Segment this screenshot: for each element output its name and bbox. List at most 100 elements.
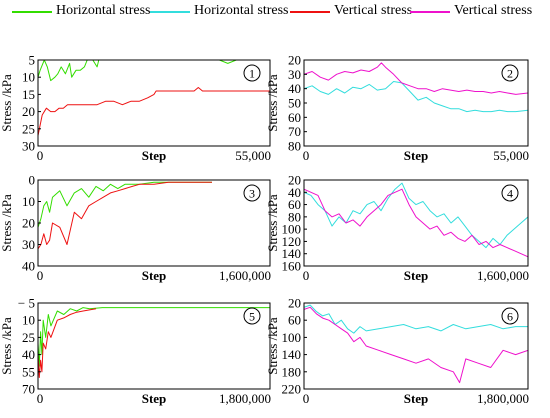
y-tick-label-5-4: 40 [22,347,35,362]
x-tick-label-4-1: 0 [303,268,310,283]
series-line-3-1 [38,181,212,228]
y-tick-label-2-2: 30 [288,67,301,82]
y-tick-label-5-2: 10 [22,313,35,328]
legend-label-red: Vertical stress [334,3,413,18]
x-axis-label-6: Step [404,391,429,406]
y-tick-label-5-6: 70 [22,382,35,397]
series-group-2 [304,62,528,113]
panel-number-circle-1 [243,64,261,82]
legend-swatch-green [12,11,52,13]
plot-frame-2 [303,59,529,147]
plot-frame-6 [303,302,529,390]
series-line-1-1 [38,60,246,82]
y-axis-label-5: Stress /kPa [0,317,14,375]
panel-number-circle-4 [501,184,519,202]
panel-number-circle-6 [501,307,519,325]
y-tick-label-4-5: 100 [282,222,302,237]
x-axis-label-4: Step [404,268,429,283]
panel-number-1: 1 [249,67,255,81]
x-tick-label-5-1: 0 [37,391,44,406]
legend-swatch-magenta [410,11,450,13]
series-line-1-2 [38,87,270,136]
series-group-1 [38,60,270,136]
y-tick-label-6-1: 20 [288,296,301,311]
panel-number-2: 2 [507,67,513,81]
y-tick-label-1-2: 10 [22,70,35,85]
series-line-5-1 [38,307,270,367]
y-tick-label-2-7: 80 [288,139,301,154]
y-tick-label-1-3: 15 [22,87,35,102]
y-axis-label-6: Stress /kPa [265,317,280,375]
y-axis-label-1: Stress /kPa [0,74,14,132]
y-tick-label-4-6: 120 [282,234,302,249]
series-line-3-2 [38,181,212,250]
legend-label-magenta: Vertical stress [454,3,533,18]
panel-number-3: 3 [249,187,255,201]
y-tick-label-4-4: 80 [288,209,301,224]
plot-frame-5 [37,302,271,390]
y-tick-label-2-4: 50 [288,96,301,111]
chart-panel-5: − 5 10 25 40 55 700 1,800,000 Step Stress /kPa 5 [0,296,271,407]
y-tick-label-3-4: 30 [22,237,35,252]
series-group-3 [38,181,212,250]
y-tick-label-4-3: 60 [288,197,301,212]
y-tick-label-3-3: 20 [22,216,35,231]
panel-number-circle-5 [243,307,261,325]
y-tick-label-4-7: 140 [282,246,302,261]
y-tick-label-1-4: 20 [22,104,35,119]
chart-panel-1: 5 10 15 20 25 300 55,000 Step Stress /kPa 1 [0,53,271,164]
x-tick-label-3-2: 1,600,000 [219,268,271,283]
y-tick-label-5-5: 55 [22,364,35,379]
y-tick-label-6-2: 60 [288,313,301,328]
x-tick-label-2-2: 55,000 [493,148,529,163]
y-tick-label-2-5: 60 [288,110,301,125]
x-axis-label-5: Step [142,391,167,406]
x-tick-label-5-2: 1,800,000 [219,391,271,406]
x-tick-label-4-2: 1,600,000 [477,268,529,283]
y-tick-label-6-4: 140 [282,347,302,362]
y-axis-label-2: Stress /kPa [265,74,280,132]
y-axis-label-4: Stress /kPa [265,194,280,252]
series-line-5-2 [38,308,97,378]
y-tick-label-5-3: 25 [22,330,35,345]
legend-label-green: Horizontal stress [56,3,151,18]
series-line-4-2 [304,188,528,258]
series-line-2-1 [304,81,528,113]
x-tick-label-6-1: 0 [303,391,310,406]
panel-number-circle-2 [501,64,519,82]
series-group-4 [304,182,528,258]
legend-label-cyan: Horizontal stress [194,3,289,18]
series-line-6-1 [304,304,528,334]
y-tick-label-2-6: 70 [288,124,301,139]
y-tick-label-4-8: 160 [282,259,302,274]
y-tick-label-1-5: 25 [22,121,35,136]
x-tick-label-1-2: 55,000 [235,148,271,163]
y-tick-label-4-2: 40 [288,185,301,200]
x-tick-label-2-1: 0 [303,148,310,163]
series-line-6-2 [304,306,528,384]
series-line-4-1 [304,182,528,249]
x-tick-label-3-1: 0 [37,268,44,283]
legend-swatch-red [290,11,330,13]
series-group-6 [304,304,528,384]
y-tick-label-5-1: − 5 [18,296,35,311]
panel-number-4: 4 [507,187,513,201]
x-axis-label-3: Step [142,268,167,283]
panel-number-6: 6 [507,310,513,324]
series-group-5 [38,307,270,378]
y-tick-label-6-5: 180 [282,364,302,379]
y-tick-label-3-2: 10 [22,194,35,209]
y-axis-label-3: Stress /kPa [0,194,14,252]
x-tick-label-6-2: 1,800,000 [477,391,529,406]
panel-number-5: 5 [249,310,255,324]
panel-number-circle-3 [243,184,261,202]
y-tick-label-4-1: 20 [288,173,301,188]
y-tick-label-1-6: 30 [22,139,35,154]
plot-frame-3 [37,179,271,267]
y-tick-label-2-1: 20 [288,53,301,68]
series-line-2-2 [304,62,528,95]
